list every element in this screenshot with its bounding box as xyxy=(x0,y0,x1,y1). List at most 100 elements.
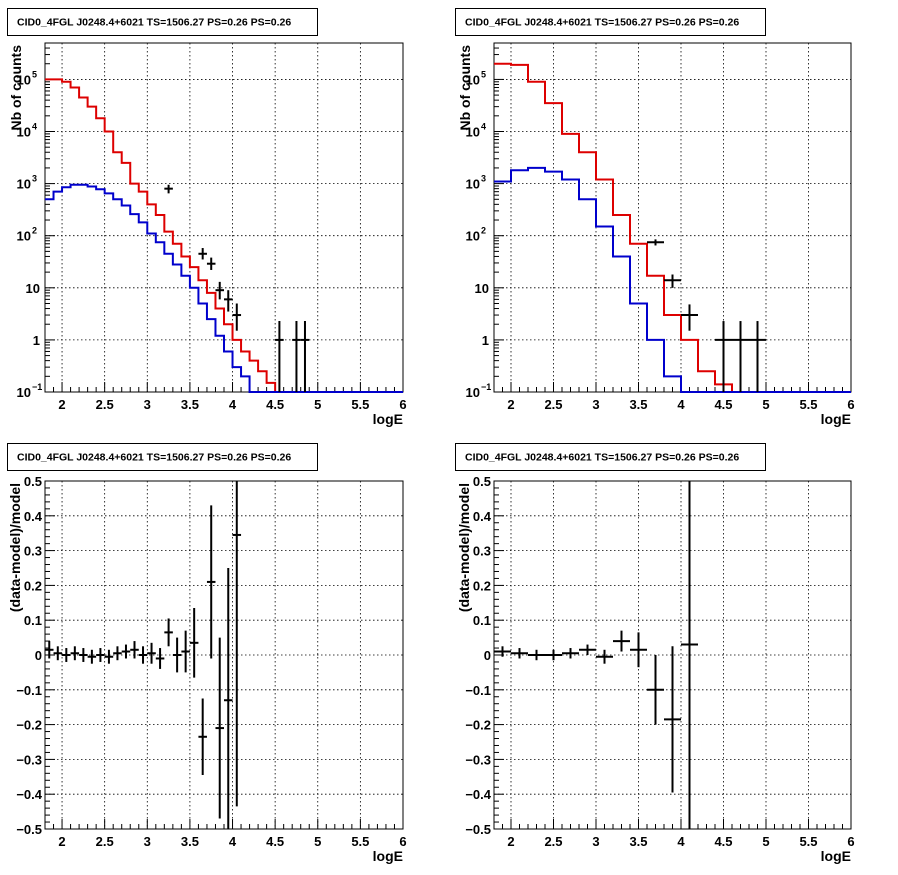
y-tick-label: 0.4 xyxy=(473,509,492,524)
data-point xyxy=(749,321,766,392)
x-tick-label: 2.5 xyxy=(96,834,114,849)
y-tick-label: 10 xyxy=(17,177,31,192)
residual-point xyxy=(189,608,199,678)
y-tick-label: 0.1 xyxy=(473,613,491,628)
x-tick-label: 5 xyxy=(762,834,769,849)
y-tick-label: 10 xyxy=(466,229,480,244)
x-axis-label: logE xyxy=(373,411,403,427)
y-tick-label: −0.2 xyxy=(16,718,42,733)
residual-point xyxy=(121,644,131,659)
data-point xyxy=(198,248,207,260)
y-tick-label: −0.3 xyxy=(16,752,42,767)
residuals-coarse-chart: CID0_4FGL J0248.4+6021 TS=1506.27 PS=0.2… xyxy=(455,443,855,864)
y-tick-label: −0.1 xyxy=(16,683,42,698)
title-box xyxy=(7,8,318,36)
x-tick-label: 5 xyxy=(762,397,769,412)
y-tick-label: 0.1 xyxy=(24,613,42,628)
component-histogram xyxy=(494,166,851,393)
grid xyxy=(494,481,851,829)
data-point xyxy=(300,321,310,392)
residual-point xyxy=(70,646,80,661)
x-tick-label: 3 xyxy=(144,834,151,849)
x-tick-label: 3.5 xyxy=(181,397,199,412)
x-tick-label: 2.5 xyxy=(544,834,562,849)
x-tick-label: 2 xyxy=(507,397,514,412)
x-axis-label: logE xyxy=(373,848,403,864)
y-tick-label: 10 xyxy=(466,385,480,400)
x-tick-label: 3 xyxy=(592,834,599,849)
data-point xyxy=(224,290,233,312)
residual-point xyxy=(113,646,122,661)
grid xyxy=(494,43,851,392)
chart-title: CID0_4FGL J0248.4+6021 TS=1506.27 PS=0.2… xyxy=(17,452,291,464)
residual-point xyxy=(62,648,71,662)
ticks xyxy=(493,42,852,393)
x-tick-label: 4 xyxy=(677,397,685,412)
residual-point xyxy=(562,648,579,659)
x-tick-label: 6 xyxy=(399,834,406,849)
data-point xyxy=(206,257,216,270)
x-tick-label: 4.5 xyxy=(266,834,284,849)
y-tick-label: 1 xyxy=(482,333,489,348)
x-tick-label: 5.5 xyxy=(799,397,817,412)
data-point xyxy=(164,184,173,194)
residual-point xyxy=(215,637,224,819)
data-point xyxy=(215,281,224,300)
residual-point xyxy=(164,618,173,647)
data-points xyxy=(647,239,766,392)
plot-frame xyxy=(493,42,852,393)
residual-point xyxy=(87,649,97,664)
x-tick-label: 4.5 xyxy=(714,834,732,849)
ticks xyxy=(44,480,404,830)
residual-points xyxy=(45,481,242,829)
x-tick-label: 3 xyxy=(144,397,151,412)
y-tick-label: 10 xyxy=(475,281,489,296)
data-point xyxy=(647,239,664,246)
x-tick-label: 5.5 xyxy=(351,397,369,412)
x-tick-label: 3.5 xyxy=(629,834,647,849)
x-tick-label: 4.5 xyxy=(266,397,284,412)
residual-point xyxy=(53,646,63,661)
title-box xyxy=(455,443,766,471)
residual-point xyxy=(96,648,105,662)
y-tick-label: 0.5 xyxy=(473,474,491,489)
y-tick-label: 10 xyxy=(26,281,40,296)
residual-point xyxy=(181,630,190,673)
y-tick-label: 0.4 xyxy=(24,509,43,524)
data-point xyxy=(292,321,301,392)
y-tick-label: −0.2 xyxy=(465,718,491,733)
data-point xyxy=(732,321,749,392)
y-tick-exponent: 5 xyxy=(481,69,486,79)
x-tick-label: 3.5 xyxy=(181,834,199,849)
y-tick-exponent: 4 xyxy=(32,122,37,132)
data-point xyxy=(715,321,732,392)
x-tick-label: 6 xyxy=(847,397,854,412)
residual-point xyxy=(664,646,681,793)
residual-point xyxy=(147,642,156,664)
y-tick-label: −0.3 xyxy=(465,752,491,767)
residuals-coarse-panel: CID0_4FGL J0248.4+6021 TS=1506.27 PS=0.2… xyxy=(449,437,898,875)
counts-fine-chart: CID0_4FGL J0248.4+6021 TS=1506.27 PS=0.2… xyxy=(7,8,407,427)
residual-point xyxy=(104,649,114,664)
residual-point xyxy=(232,481,242,807)
y-tick-label: 10 xyxy=(17,229,31,244)
x-tick-label: 2 xyxy=(58,834,65,849)
title-box xyxy=(455,8,766,36)
y-axis-label: (data-model)/model xyxy=(456,483,472,612)
residual-point xyxy=(45,641,54,659)
component-histogram xyxy=(45,183,403,393)
x-tick-label: 5.5 xyxy=(799,834,817,849)
residual-point xyxy=(528,649,545,661)
data-point xyxy=(681,304,698,331)
total-model-histogram xyxy=(494,62,851,393)
y-tick-label: 0 xyxy=(35,648,42,663)
residual-point xyxy=(647,655,664,725)
residual-point xyxy=(545,649,562,661)
residual-point xyxy=(155,648,165,669)
data-point xyxy=(275,321,284,392)
y-tick-label: 0.3 xyxy=(473,544,491,559)
y-tick-label: 0.3 xyxy=(24,544,42,559)
y-tick-label: 0.2 xyxy=(473,578,491,593)
y-tick-label: 0.2 xyxy=(24,578,42,593)
residual-point xyxy=(596,649,613,664)
